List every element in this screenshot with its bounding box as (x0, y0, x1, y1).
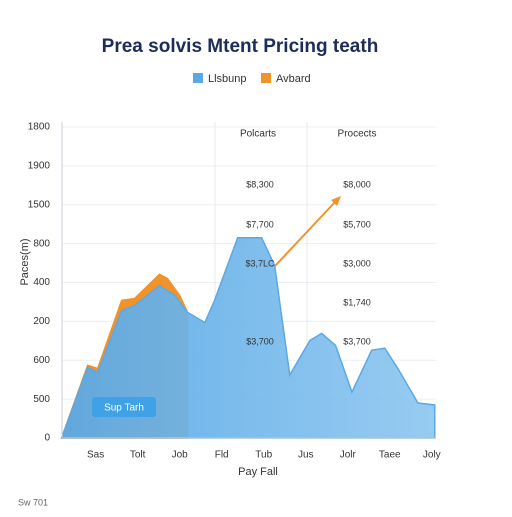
x-tick-label: Jolr (340, 450, 357, 461)
y-axis-label: Paces(m) (19, 238, 31, 285)
panel-label: Polcarts (240, 129, 276, 140)
annotation: $3,000 (343, 258, 371, 268)
x-tick-label: Fld (215, 450, 229, 461)
annotation: $8,300 (246, 179, 274, 189)
x-tick-label: Joly (423, 450, 441, 461)
annotation: $8,000 (343, 179, 371, 189)
legend-swatch (261, 73, 271, 83)
x-tick-label: Job (172, 450, 189, 461)
y-tick-label: 200 (33, 316, 50, 327)
legend-swatch (193, 73, 203, 83)
y-tick-label: 1900 (28, 161, 51, 172)
footer: Sw 701 (18, 497, 48, 507)
arrow (274, 200, 337, 267)
y-tick-label: 1500 (28, 199, 51, 210)
y-tick-label: 500 (33, 394, 50, 405)
panel-label: Procects (338, 129, 377, 140)
y-tick-label: 1800 (28, 122, 51, 133)
x-axis-label: Pay Fall (238, 466, 278, 478)
x-tick-label: Tub (255, 450, 272, 461)
annotation: $5,700 (343, 219, 371, 229)
y-tick-label: 0 (44, 433, 50, 444)
badge-text: Sup Tarh (104, 403, 144, 414)
annotation: $1,740 (343, 297, 371, 307)
chart-title: Prea solvis Mtent Pricing teath (102, 36, 379, 57)
x-tick-label: Taee (379, 450, 401, 461)
x-tick-label: Tolt (130, 450, 146, 461)
annotation: $3,700 (246, 336, 274, 346)
y-tick-label: 800 (33, 238, 50, 249)
x-tick-label: Sas (87, 450, 104, 461)
annotation: $7,700 (246, 219, 274, 229)
y-tick-label: 400 (33, 277, 50, 288)
legend-label: Llsbunp (208, 73, 247, 85)
annotation: $3,7LC (245, 258, 275, 268)
x-tick-label: Jus (298, 450, 314, 461)
y-tick-label: 600 (33, 355, 50, 366)
annotation: $3,700 (343, 336, 371, 346)
legend-label: Avbard (276, 73, 311, 85)
badge (92, 397, 156, 417)
arrow-head (331, 196, 341, 206)
